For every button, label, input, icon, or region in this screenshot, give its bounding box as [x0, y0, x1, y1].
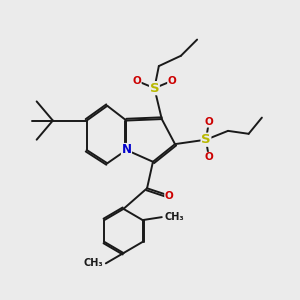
- Text: O: O: [205, 117, 213, 127]
- Text: O: O: [132, 76, 141, 86]
- Text: CH₃: CH₃: [164, 212, 184, 222]
- Text: S: S: [150, 82, 159, 95]
- Text: O: O: [165, 190, 173, 201]
- Text: S: S: [201, 133, 211, 146]
- Text: O: O: [168, 76, 176, 86]
- Text: N: N: [122, 143, 131, 157]
- Text: CH₃: CH₃: [84, 258, 104, 268]
- Text: O: O: [205, 152, 213, 162]
